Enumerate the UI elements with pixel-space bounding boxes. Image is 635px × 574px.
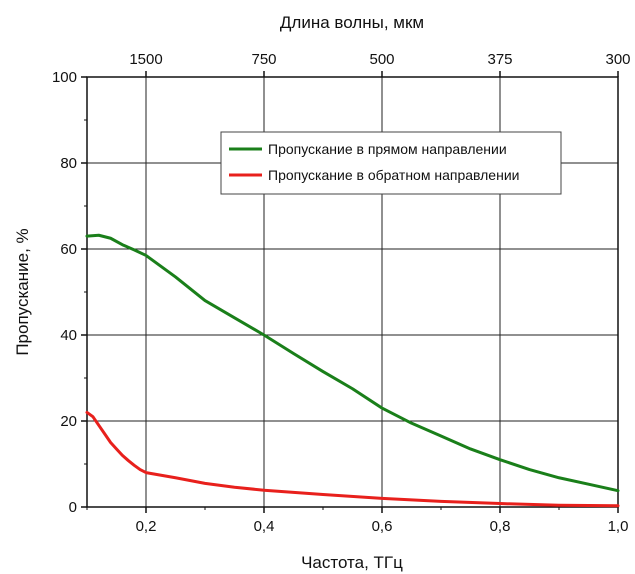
top-tick-label-4: 300 <box>605 51 630 68</box>
x-tick-label-4: 1,0 <box>608 518 629 535</box>
x-tick-label-1: 0,4 <box>254 518 275 535</box>
y-tick-label-1: 20 <box>60 413 77 430</box>
ticks: 0,2 0,4 0,6 0,8 1,0 1500 750 500 375 300 0 20 40 60 80… <box>52 51 631 535</box>
top-axis-title: Длина волны, мкм <box>280 13 424 32</box>
legend-label-backward: Пропускание в обратном направлении <box>268 167 519 183</box>
y-tick-label-2: 40 <box>60 327 77 344</box>
x-tick-label-3: 0,8 <box>490 518 511 535</box>
x-tick-label-0: 0,2 <box>136 518 157 535</box>
x-tick-label-2: 0,6 <box>372 518 393 535</box>
y-axis-title: Пропускание, % <box>13 228 32 355</box>
y-tick-label-0: 0 <box>69 499 77 516</box>
series-line-forward <box>85 233 620 493</box>
series <box>85 233 620 508</box>
top-tick-label-0: 1500 <box>129 51 162 68</box>
legend-box <box>220 131 562 195</box>
top-tick-label-3: 375 <box>487 51 512 68</box>
y-tick-label-5: 100 <box>52 69 77 86</box>
series-line-backward <box>85 410 620 508</box>
top-tick-label-2: 500 <box>369 51 394 68</box>
y-tick-label-4: 80 <box>60 155 77 172</box>
top-tick-label-1: 750 <box>251 51 276 68</box>
y-tick-label-3: 60 <box>60 241 77 258</box>
legend-label-forward: Пропускание в прямом направлении <box>268 141 507 157</box>
x-axis-title: Частота, ТГц <box>301 553 403 572</box>
legend: Пропускание в прямом направлении Пропуск… <box>220 131 562 195</box>
